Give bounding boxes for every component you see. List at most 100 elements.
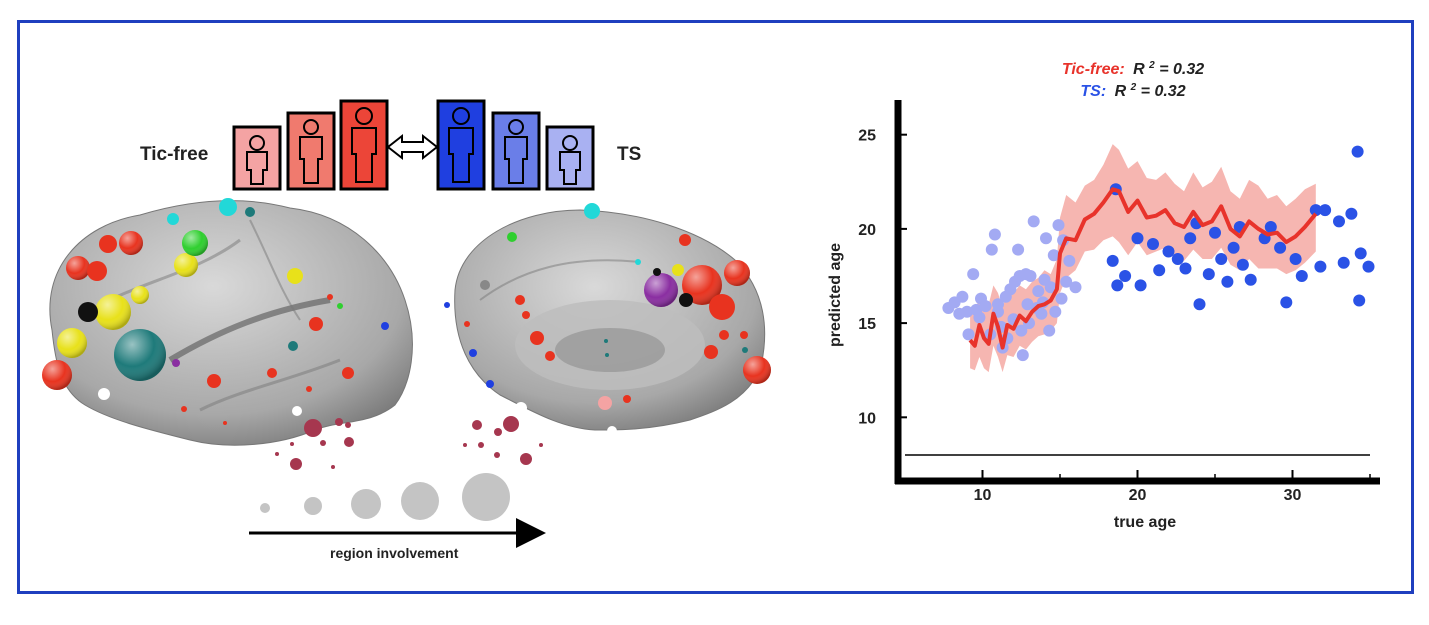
y-tick-label: 20	[858, 222, 876, 239]
person-icons	[232, 99, 595, 191]
scatter-point	[1351, 145, 1364, 158]
teen-icon-ts	[491, 111, 541, 191]
child-icon-tic-free	[232, 125, 282, 191]
y-tick-label: 15	[858, 316, 876, 333]
scatter-point	[1019, 268, 1032, 281]
scatter-point	[1244, 273, 1257, 286]
chart-title-line1: Tic-free: R 2 = 0.32	[1062, 55, 1204, 78]
scatter-point	[1111, 279, 1124, 292]
scatter-point	[988, 228, 1001, 241]
x-tick-label: 20	[1129, 487, 1147, 504]
brain-medial-view	[454, 209, 766, 431]
scatter-point	[1264, 221, 1277, 233]
scatter-point	[967, 268, 980, 281]
title2-name: TS:	[1080, 83, 1106, 100]
confidence-band-layer	[970, 144, 1316, 373]
scatter-point	[1179, 262, 1192, 275]
scatter-point	[1215, 253, 1228, 265]
scatter-point	[1055, 292, 1068, 305]
size-legend-circle-3	[351, 489, 381, 519]
scatter-point	[1345, 207, 1358, 220]
scatter-point	[1202, 268, 1215, 281]
scatter-point	[961, 305, 973, 318]
scatter-point	[1227, 241, 1240, 254]
scatter-point	[1131, 232, 1144, 245]
title2-value: = 0.32	[1141, 83, 1186, 100]
scatter-point	[1153, 264, 1166, 277]
scatter-point	[962, 328, 975, 341]
trend-line-layer	[968, 187, 1318, 350]
title1-value: = 0.32	[1159, 61, 1204, 78]
scatter-point	[1236, 258, 1249, 271]
scatter-point	[1027, 215, 1040, 228]
scatter-points-layer	[942, 145, 1375, 362]
scatter-point	[973, 311, 986, 324]
scatter-point	[1209, 226, 1221, 239]
scatter-point	[1021, 298, 1034, 311]
scatter-point	[1221, 275, 1234, 288]
scatter-point	[1319, 204, 1332, 217]
double-arrow-icon	[386, 133, 439, 161]
trend-line-tic-free	[968, 187, 1318, 350]
scale-caption: region involvement	[330, 545, 459, 561]
scatter-point	[1035, 307, 1048, 320]
size-legend	[260, 473, 510, 521]
group-labels: Tic-free TS	[140, 144, 641, 165]
scatter-point	[985, 243, 998, 256]
y-axis-label: predicted age	[827, 243, 844, 347]
y-tick-label: 10	[858, 410, 876, 427]
title1-sup: 2	[1148, 60, 1155, 71]
scatter-point	[1289, 253, 1302, 265]
title2-stat: R	[1115, 83, 1127, 100]
size-legend-circle-2	[304, 497, 322, 515]
scatter-point	[1295, 270, 1308, 282]
chart: Tic-free: R 2 = 0.32 TS: R 2 = 0.32 10 20…	[827, 55, 1380, 531]
ts-label: TS	[617, 144, 641, 165]
scatter-point	[1060, 275, 1073, 288]
subcortical-spheres	[275, 416, 543, 470]
scatter-point	[1049, 305, 1062, 318]
scatter-point	[1044, 281, 1057, 294]
scatter-point	[1309, 204, 1322, 217]
scatter-point	[1274, 241, 1287, 254]
scatter-point	[1362, 260, 1375, 273]
scatter-point	[956, 290, 969, 303]
scatter-point	[999, 290, 1012, 303]
scatter-point	[1280, 296, 1293, 309]
tic-free-label: Tic-free	[140, 144, 208, 165]
scatter-point	[1333, 215, 1345, 228]
scatter-point	[1052, 219, 1065, 232]
y-tick-label: 25	[858, 128, 876, 145]
scatter-point	[1193, 298, 1206, 311]
scatter-point	[1016, 349, 1029, 362]
scatter-point	[1015, 324, 1028, 337]
scatter-point	[1106, 254, 1119, 267]
sphere-group-medial	[444, 203, 771, 436]
scatter-point	[979, 300, 992, 313]
x-axis-label: true age	[1114, 514, 1176, 531]
scatter-point	[1162, 245, 1175, 258]
size-legend-circle-1	[260, 503, 270, 513]
adult-icon-ts	[436, 99, 486, 191]
scatter-point	[1314, 260, 1327, 273]
brain-lateral-view	[49, 200, 413, 446]
scatter-point	[1119, 270, 1132, 282]
scatter-point	[1171, 253, 1184, 265]
sphere-group-lateral	[42, 198, 389, 425]
confidence-band	[970, 144, 1316, 373]
adult-icon-tic-free	[339, 99, 389, 191]
scatter-point	[1337, 256, 1350, 269]
scatter-point	[1012, 243, 1025, 256]
size-legend-circle-5	[462, 473, 510, 521]
x-tick-label: 30	[1284, 487, 1302, 504]
scatter-point	[1134, 279, 1147, 292]
title1-stat: R	[1133, 61, 1145, 78]
size-legend-circle-4	[401, 482, 439, 520]
figure-border	[17, 20, 1414, 594]
scatter-point	[1354, 247, 1367, 260]
chart-title-line2: TS: R 2 = 0.32	[1080, 77, 1185, 100]
axis-ticks: 10 20 30 10 15 20 25	[858, 128, 1371, 504]
scatter-point	[1043, 324, 1056, 337]
scatter-point	[1047, 249, 1060, 262]
